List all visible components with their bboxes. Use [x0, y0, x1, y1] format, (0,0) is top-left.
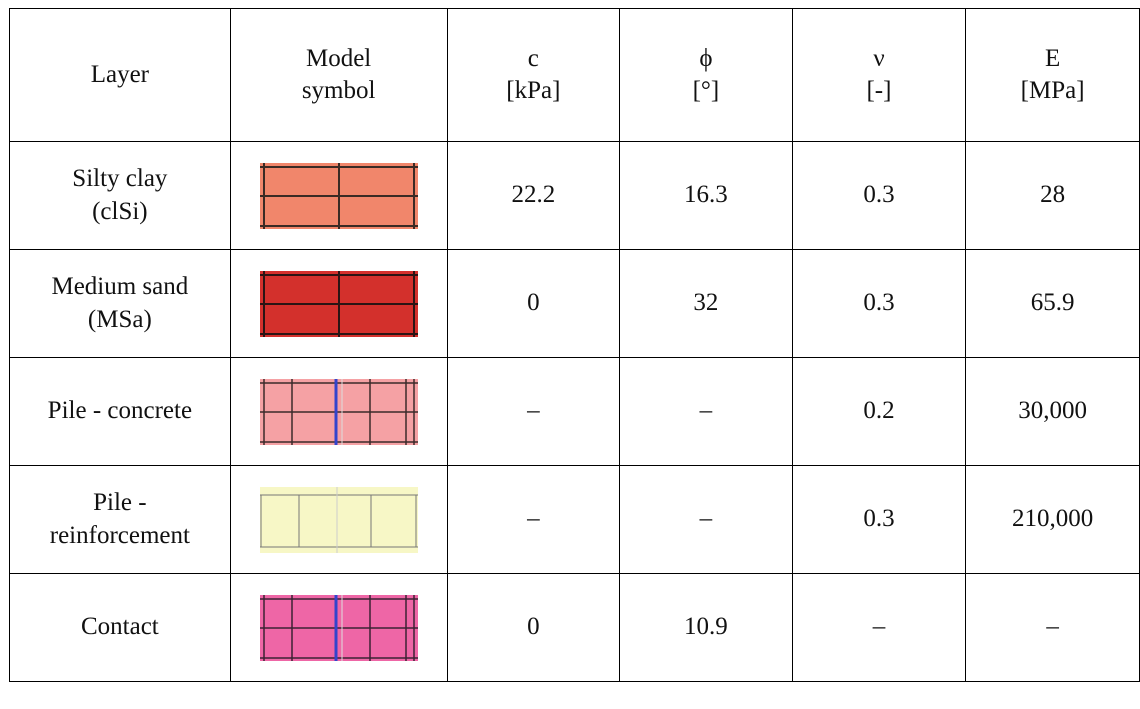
layer-name-cell: Contact [9, 573, 231, 682]
poisson-ratio-value: – [791, 573, 967, 682]
table-row: Pile - concrete – – 0.2 30,000 [9, 357, 1140, 466]
material-properties-table: Layer Model symbol c [kPa] ϕ [°] ν [-] E… [9, 8, 1140, 682]
poisson-ratio-value: 0.3 [791, 249, 967, 358]
young-modulus-value: – [965, 573, 1140, 682]
layer-name-cell: Pile - concrete [9, 357, 231, 466]
friction-angle-value: 16.3 [619, 141, 793, 250]
layer-name-cell: Pile - reinforcement [9, 465, 231, 574]
poisson-ratio-value: 0.3 [791, 465, 967, 574]
poisson-ratio-value: 0.2 [791, 357, 967, 466]
table-row: Pile - reinforcement – – 0.3 210,000 [9, 465, 1140, 574]
friction-angle-value: – [619, 357, 793, 466]
table-row: Contact 0 10.9 – – [9, 573, 1140, 682]
model-symbol-cell [229, 357, 448, 466]
medium-sand-symbol [259, 270, 418, 337]
layer-name-cell: Medium sand (MSa) [9, 249, 231, 358]
model-symbol-cell [229, 141, 448, 250]
silty-clay-symbol [259, 162, 418, 229]
pile-reinforcement-symbol [259, 486, 418, 553]
symbol-fill [259, 486, 418, 553]
cohesion-value: 0 [446, 249, 621, 358]
friction-angle-value: 10.9 [619, 573, 793, 682]
header-friction-angle: ϕ [°] [619, 8, 793, 142]
cohesion-value: – [446, 465, 621, 574]
young-modulus-value: 28 [965, 141, 1140, 250]
header-layer: Layer [9, 8, 231, 142]
header-row: Layer Model symbol c [kPa] ϕ [°] ν [-] E… [9, 8, 1140, 142]
model-symbol-cell [229, 249, 448, 358]
header-young-modulus: E [MPa] [965, 8, 1140, 142]
young-modulus-value: 65.9 [965, 249, 1140, 358]
friction-angle-value: 32 [619, 249, 793, 358]
contact-symbol [259, 594, 418, 661]
model-symbol-cell [229, 573, 448, 682]
header-poisson-ratio: ν [-] [791, 8, 967, 142]
cohesion-value: 0 [446, 573, 621, 682]
young-modulus-value: 30,000 [965, 357, 1140, 466]
friction-angle-value: – [619, 465, 793, 574]
young-modulus-value: 210,000 [965, 465, 1140, 574]
header-model-symbol: Model symbol [229, 8, 448, 142]
table-header: Layer Model symbol c [kPa] ϕ [°] ν [-] E… [9, 8, 1140, 142]
table-row: Silty clay (clSi) 22.2 16.3 0.3 28 [9, 141, 1140, 250]
pile-concrete-symbol [259, 378, 418, 445]
table-row: Medium sand (MSa) 0 32 0.3 65.9 [9, 249, 1140, 358]
layer-name-cell: Silty clay (clSi) [9, 141, 231, 250]
model-symbol-cell [229, 465, 448, 574]
table-body: Silty clay (clSi) 22.2 16.3 0.3 28 Mediu… [9, 141, 1140, 682]
poisson-ratio-value: 0.3 [791, 141, 967, 250]
cohesion-value: – [446, 357, 621, 466]
cohesion-value: 22.2 [446, 141, 621, 250]
header-cohesion: c [kPa] [446, 8, 621, 142]
